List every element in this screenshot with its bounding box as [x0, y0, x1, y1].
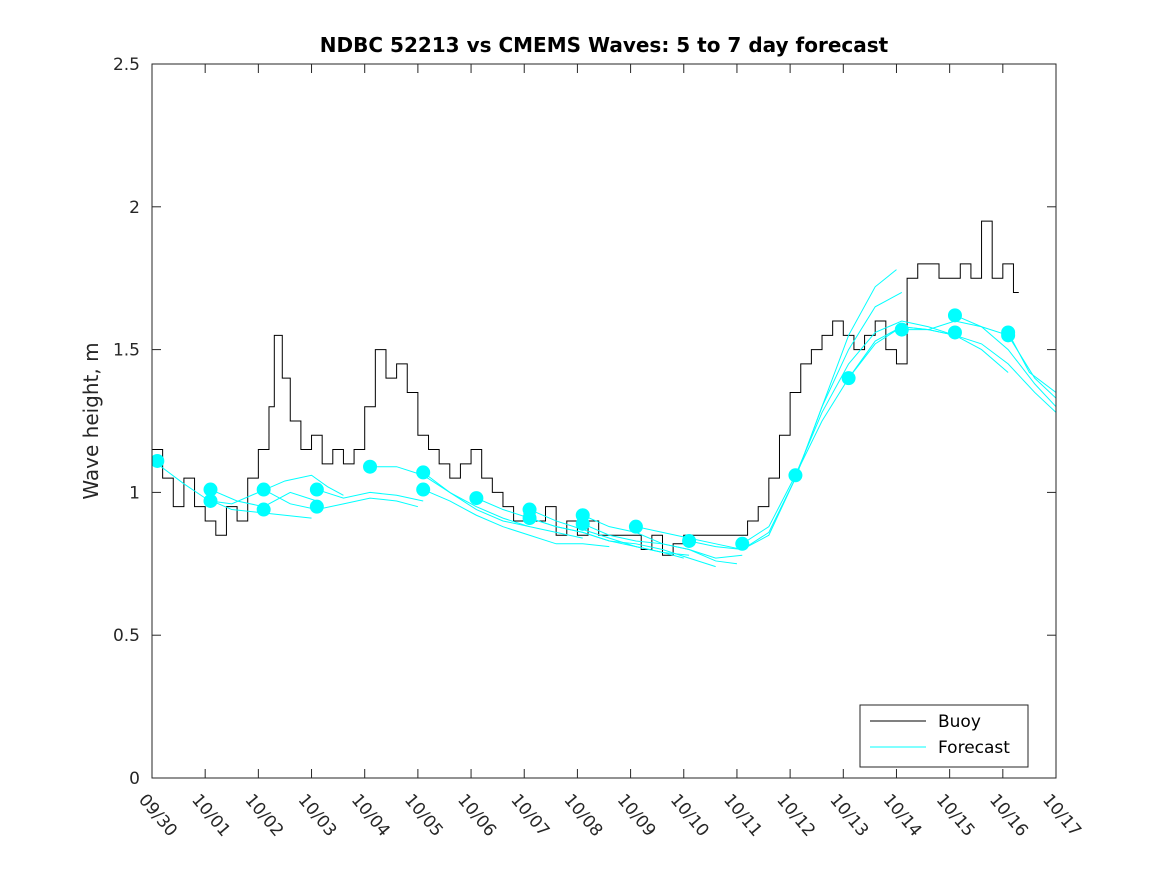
chart-title: NDBC 52213 vs CMEMS Waves: 5 to 7 day fo… [320, 33, 889, 57]
forecast-line [529, 517, 716, 568]
forecast-marker [309, 499, 324, 514]
forecast-line [423, 489, 610, 548]
forecast-marker [575, 516, 590, 531]
forecast-marker [416, 465, 431, 480]
forecast-marker [469, 491, 484, 506]
forecast-marker [203, 493, 218, 508]
axes-box [151, 63, 1057, 779]
y-tick-label: 0 [129, 769, 140, 789]
forecast-marker [788, 468, 803, 483]
forecast-marker [947, 325, 962, 340]
forecast-line [635, 269, 897, 551]
forecast-marker [256, 502, 271, 517]
y-tick-label: 0.5 [113, 626, 140, 646]
forecast-line [529, 509, 690, 556]
plot-area [152, 64, 1056, 778]
forecast-marker [947, 308, 962, 323]
forecast-line [1007, 332, 1056, 393]
forecast-marker [363, 459, 378, 474]
forecast-marker [416, 482, 431, 497]
forecast-markers [152, 308, 1016, 551]
forecast-marker [1001, 328, 1016, 343]
forecast-line [582, 523, 743, 559]
y-tick-labels: 0 0.5 1 1.5 2 2.5 [113, 55, 140, 789]
y-tick-label: 1.5 [113, 341, 140, 361]
y-tick-label: 1 [129, 483, 140, 503]
forecast-line [210, 474, 344, 505]
forecast-line [316, 489, 424, 502]
forecast-marker [894, 322, 909, 337]
y-axis-title: Wave height, m [79, 342, 103, 499]
forecast-line [263, 489, 419, 511]
forecast-line [157, 463, 312, 519]
forecast-marker [522, 511, 537, 526]
legend-box [859, 704, 1029, 768]
forecast-line [741, 320, 956, 545]
forecast-marker [682, 533, 697, 548]
forecast-marker [841, 371, 856, 386]
forecast-marker [309, 482, 324, 497]
y-tick-label: 2 [129, 198, 140, 218]
legend-forecast-label: Forecast [938, 738, 1010, 758]
legend: Buoy Forecast [859, 704, 1029, 768]
forecast-marker [628, 519, 643, 534]
forecast-marker [152, 453, 165, 468]
plot-content [152, 220, 1056, 568]
forecast-marker [256, 482, 271, 497]
forecast-marker [735, 536, 750, 551]
legend-buoy-label: Buoy [938, 712, 981, 732]
y-tick-label: 2.5 [113, 55, 140, 75]
forecast-line [422, 472, 583, 539]
